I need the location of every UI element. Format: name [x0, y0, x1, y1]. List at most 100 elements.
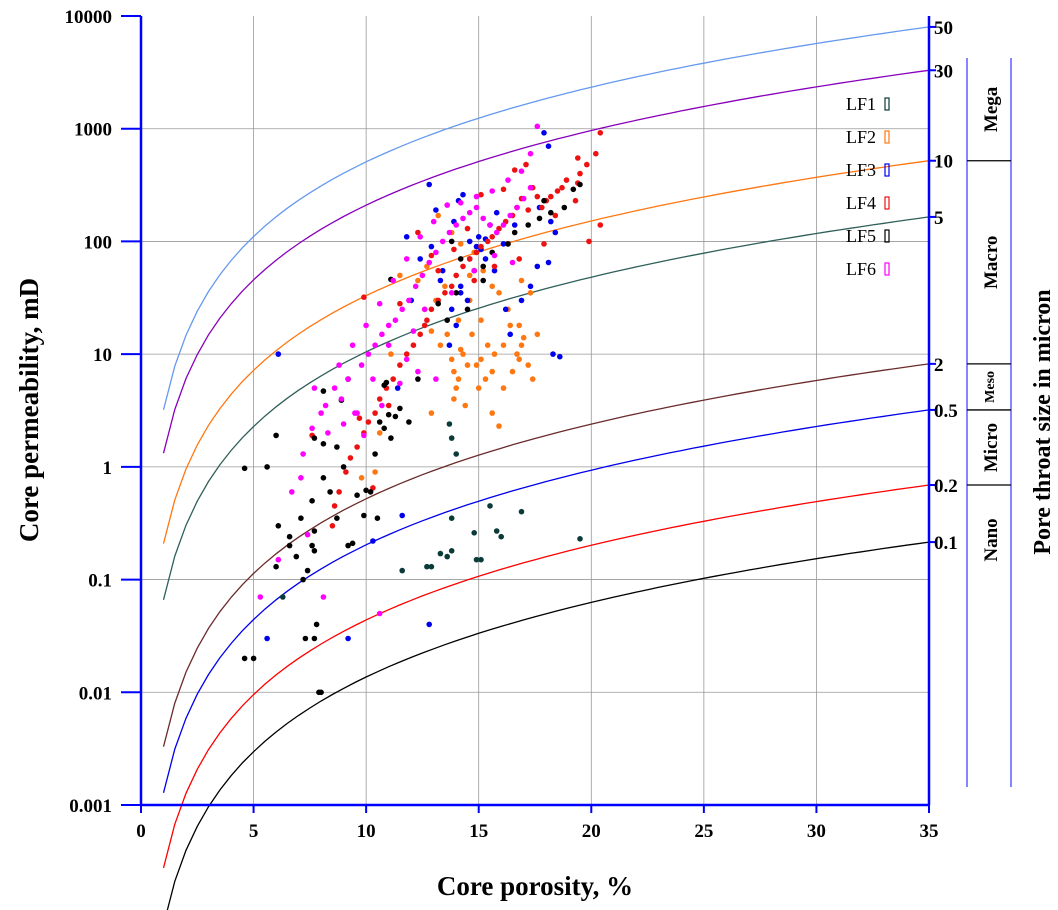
point-lf4	[597, 222, 604, 228]
point-lf1	[453, 451, 460, 457]
point-lf5	[448, 238, 455, 245]
pore-curve-30	[162, 69, 930, 454]
x-axis-title: Core porosity, %	[437, 871, 633, 901]
point-lf4	[523, 161, 529, 168]
point-lf2	[444, 331, 451, 338]
legend-swatch-lf4	[884, 196, 890, 210]
point-lf2	[500, 342, 507, 349]
pore-curve-50	[162, 26, 930, 410]
point-lf2	[484, 342, 491, 349]
point-lf6	[421, 306, 428, 313]
point-lf5	[548, 209, 554, 216]
point-lf4	[491, 263, 498, 270]
point-lf1	[518, 508, 525, 515]
pore-label-0_1: 0.1	[934, 533, 958, 554]
y-tick-label: 10	[93, 345, 112, 366]
point-lf6	[500, 222, 507, 228]
point-lf2	[358, 475, 365, 481]
point-lf1	[446, 421, 453, 427]
point-lf4	[421, 322, 428, 329]
point-lf5	[385, 411, 392, 418]
point-lf5	[334, 515, 340, 521]
point-lf2	[516, 322, 522, 329]
point-lf3	[493, 209, 500, 216]
point-lf4	[473, 249, 480, 256]
point-lf2	[376, 430, 383, 436]
point-lf2	[451, 396, 457, 402]
legend-label-lf5: LF5	[846, 226, 876, 246]
point-lf6	[289, 489, 295, 495]
point-lf4	[541, 241, 547, 247]
point-lf6	[399, 306, 406, 313]
y-tick-label: 1000	[74, 120, 112, 141]
point-lf6	[257, 594, 264, 600]
point-lf5	[363, 487, 369, 494]
point-lf4	[484, 238, 491, 245]
point-lf5	[241, 655, 248, 662]
point-lf3	[417, 256, 424, 262]
point-lf2	[453, 385, 460, 391]
point-lf2	[507, 322, 513, 329]
point-lf5	[302, 635, 309, 642]
point-lf6	[426, 259, 433, 266]
point-lf5	[311, 548, 318, 554]
point-lf5	[374, 515, 381, 521]
point-lf3	[403, 234, 410, 240]
point-lf2	[489, 410, 496, 416]
legend: LF1 LF2 LF3 LF4 LF5 LF6	[846, 94, 890, 279]
point-lf6	[392, 317, 399, 324]
point-lf3	[394, 385, 401, 391]
point-lf6	[480, 215, 487, 222]
point-lf3	[482, 256, 489, 262]
y-tick-label: 0.1	[88, 571, 112, 592]
point-lf6	[298, 475, 304, 481]
point-lf5	[444, 317, 451, 324]
point-lf5	[480, 277, 487, 284]
point-lf3	[500, 241, 507, 247]
point-lf4	[539, 204, 545, 211]
point-lf4	[554, 188, 561, 194]
x-tick-label: 0	[136, 821, 146, 842]
y-axis-title: Core permeability, mD	[14, 278, 44, 542]
point-lf6	[397, 380, 403, 387]
point-lf3	[541, 130, 547, 136]
x-tick-label: 5	[249, 821, 259, 842]
point-lf4	[593, 150, 599, 157]
x-tick-label: 25	[694, 821, 713, 842]
point-lf3	[491, 267, 498, 274]
point-lf5	[273, 432, 279, 439]
point-lf5	[286, 533, 293, 540]
point-lf4	[548, 193, 554, 200]
legend-swatch-lf3	[884, 163, 890, 177]
point-lf2	[489, 368, 496, 375]
point-lf5	[383, 379, 390, 386]
point-lf3	[511, 222, 518, 228]
point-lf5	[311, 528, 318, 534]
point-lf3	[275, 351, 282, 357]
point-lf1	[448, 435, 455, 441]
pore-curve-5	[162, 216, 930, 600]
pore-curve-0_5	[162, 409, 930, 793]
point-lf4	[552, 212, 559, 219]
point-lf4	[361, 294, 367, 301]
point-lf5	[372, 451, 378, 457]
point-lf4	[460, 263, 466, 270]
point-lf5	[300, 576, 306, 583]
point-lf5	[577, 181, 583, 188]
point-lf1	[478, 556, 484, 563]
point-lf4	[347, 455, 354, 461]
point-lf5	[327, 489, 333, 495]
point-lf4	[397, 300, 403, 307]
pore-label-30: 30	[934, 61, 953, 82]
point-lf4	[415, 229, 421, 236]
point-lf4	[435, 267, 442, 274]
point-lf6	[466, 209, 473, 216]
point-lf5	[298, 515, 304, 521]
point-lf6	[433, 249, 439, 256]
point-lf5	[415, 376, 421, 382]
y-tick-label: 10000	[65, 7, 113, 28]
point-lf2	[455, 376, 462, 382]
y-tick-label: 0.001	[69, 796, 112, 817]
point-lf4	[428, 306, 435, 313]
point-lf4	[424, 317, 430, 324]
